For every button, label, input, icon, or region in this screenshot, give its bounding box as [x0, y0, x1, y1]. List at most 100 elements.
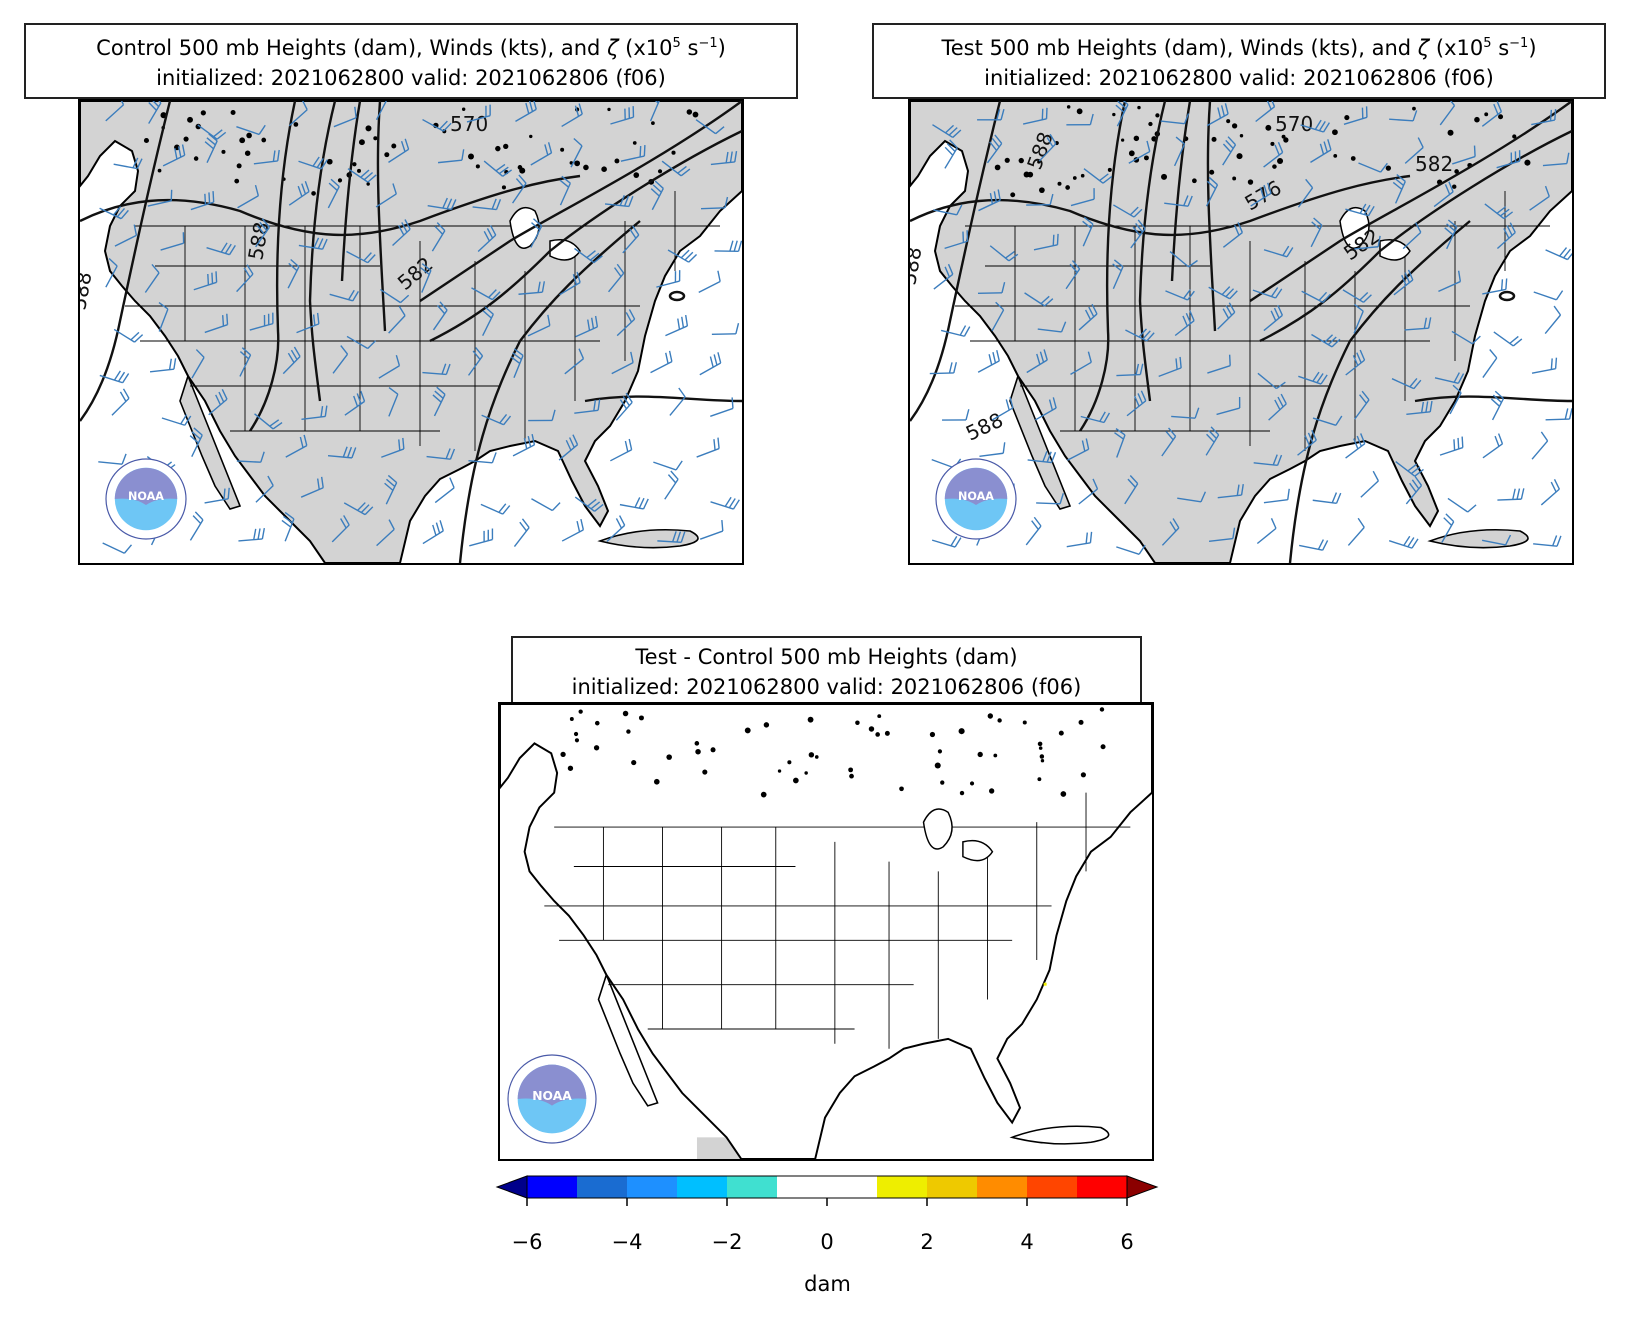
- wind-barb-flag: [400, 294, 410, 304]
- lake-dot: [1057, 181, 1062, 186]
- wind-barb-flag: [1048, 399, 1054, 411]
- wind-barb-flag: [241, 347, 252, 356]
- lake-dot: [236, 163, 242, 169]
- wind-barb-flag: [1229, 290, 1238, 300]
- lake-dot: [246, 132, 252, 139]
- lake-dot: [1112, 112, 1116, 117]
- lake-dot: [959, 790, 965, 796]
- wind-barb-flag: [1396, 173, 1406, 182]
- lake-dot: [573, 731, 579, 737]
- lake-dot: [622, 710, 629, 717]
- lake-dot: [352, 162, 357, 167]
- wind-barb-flag: [1133, 395, 1140, 407]
- lake-dot: [467, 153, 474, 160]
- wind-barb-flag: [551, 502, 561, 512]
- wind-barb-flag: [672, 531, 677, 542]
- lake-dot: [899, 786, 904, 792]
- colorbar-bin: [727, 1176, 777, 1198]
- wind-barb-flag: [623, 195, 630, 207]
- wind-barb-flag: [1266, 101, 1272, 110]
- wind-barb-flag: [1540, 431, 1549, 442]
- wind-barb-flag: [1563, 248, 1572, 259]
- great-lake: [922, 808, 953, 850]
- wind-barb-flag: [1168, 427, 1177, 437]
- wind-barb-flag: [158, 101, 162, 104]
- wind-barb-flag: [952, 129, 962, 138]
- wind-barb-flag: [1135, 363, 1140, 375]
- lake-dot: [1192, 178, 1197, 184]
- wind-barb-flag: [1320, 374, 1328, 385]
- wind-barb-flag: [1409, 377, 1418, 388]
- wind-barb-flag: [495, 163, 506, 172]
- wind-barb-flag: [486, 228, 494, 239]
- lake-dot: [1066, 105, 1071, 109]
- wind-barb-flag: [260, 451, 265, 463]
- diff-title-line2: initialized: 2021062800 valid: 202106280…: [571, 675, 1082, 699]
- wind-barb-flag: [246, 264, 254, 275]
- lake-dot: [391, 143, 397, 149]
- lake-dot: [239, 137, 246, 144]
- test-title-units-mid: s: [1491, 36, 1510, 60]
- wind-barb-flag: [436, 222, 446, 232]
- wind-barb-flag: [1140, 390, 1147, 402]
- wind-barb-flag: [1206, 433, 1215, 443]
- wind-barb-flag: [1403, 535, 1411, 546]
- land-mass: [910, 101, 1572, 563]
- wind-barb-flag: [290, 349, 298, 360]
- wind-barb-flag: [580, 518, 585, 530]
- wind-barb-flag: [1132, 226, 1141, 236]
- wind-barb-flag: [1039, 351, 1045, 363]
- wind-barb-flag: [491, 198, 497, 210]
- wind-barb-flag: [288, 262, 298, 272]
- lake-dot: [594, 720, 600, 726]
- wind-barb: [611, 362, 634, 375]
- lake-dot: [695, 748, 701, 755]
- lake-dot: [877, 714, 882, 719]
- wind-barb-flag: [1187, 195, 1193, 207]
- wind-barb-flag: [624, 440, 629, 452]
- wind-barb-flag: [502, 169, 513, 177]
- wind-barb-flag: [1135, 223, 1144, 233]
- wind-barb-flag: [654, 101, 659, 104]
- lake-dot: [875, 732, 880, 737]
- wind-barb-flag: [1359, 394, 1367, 404]
- colorbar-bin: [677, 1176, 727, 1198]
- contour-label: 582: [1415, 152, 1453, 176]
- wind-barb: [388, 393, 399, 417]
- wind-barb-flag: [948, 362, 953, 374]
- wind-barb-flag: [1461, 436, 1464, 448]
- wind-barb-flag: [1457, 373, 1465, 384]
- wind-barb-flag: [1277, 141, 1284, 153]
- wind-barb-flag: [1489, 349, 1498, 359]
- lake-dot: [475, 164, 480, 169]
- lake-dot: [1039, 187, 1045, 194]
- lake-dot: [638, 715, 644, 721]
- wind-barb-flag: [1359, 203, 1367, 214]
- wind-barb-flag: [445, 448, 451, 460]
- colorbar-bin: [577, 1176, 627, 1198]
- wind-barb-flag: [586, 250, 596, 259]
- wind-barb-flag: [432, 394, 442, 403]
- wind-barb-flag: [573, 137, 583, 147]
- lake-dot: [653, 778, 660, 785]
- wind-barb-flag: [587, 498, 597, 507]
- lake-dot: [187, 116, 193, 123]
- wind-barb-flag: [1414, 468, 1424, 477]
- wind-barb-flag: [997, 189, 1001, 201]
- land-mass: [80, 101, 742, 563]
- lake-dot: [1078, 719, 1084, 725]
- wind-barb-flag: [1307, 432, 1314, 444]
- wind-barb-flag: [1410, 466, 1421, 475]
- wind-barb-flag: [949, 139, 958, 149]
- wind-barb-flag: [1082, 220, 1092, 229]
- wind-barb-flag: [1085, 438, 1090, 450]
- wind-barb-flag: [578, 348, 585, 360]
- wind-barb-flag: [1272, 454, 1278, 466]
- wind-barb: [1207, 364, 1231, 374]
- wind-barb-flag: [1084, 309, 1092, 321]
- wind-barb-flag: [434, 390, 444, 399]
- wind-barb-flag: [523, 437, 528, 449]
- lake-dot: [1512, 134, 1517, 139]
- wind-barb-flag: [191, 431, 201, 440]
